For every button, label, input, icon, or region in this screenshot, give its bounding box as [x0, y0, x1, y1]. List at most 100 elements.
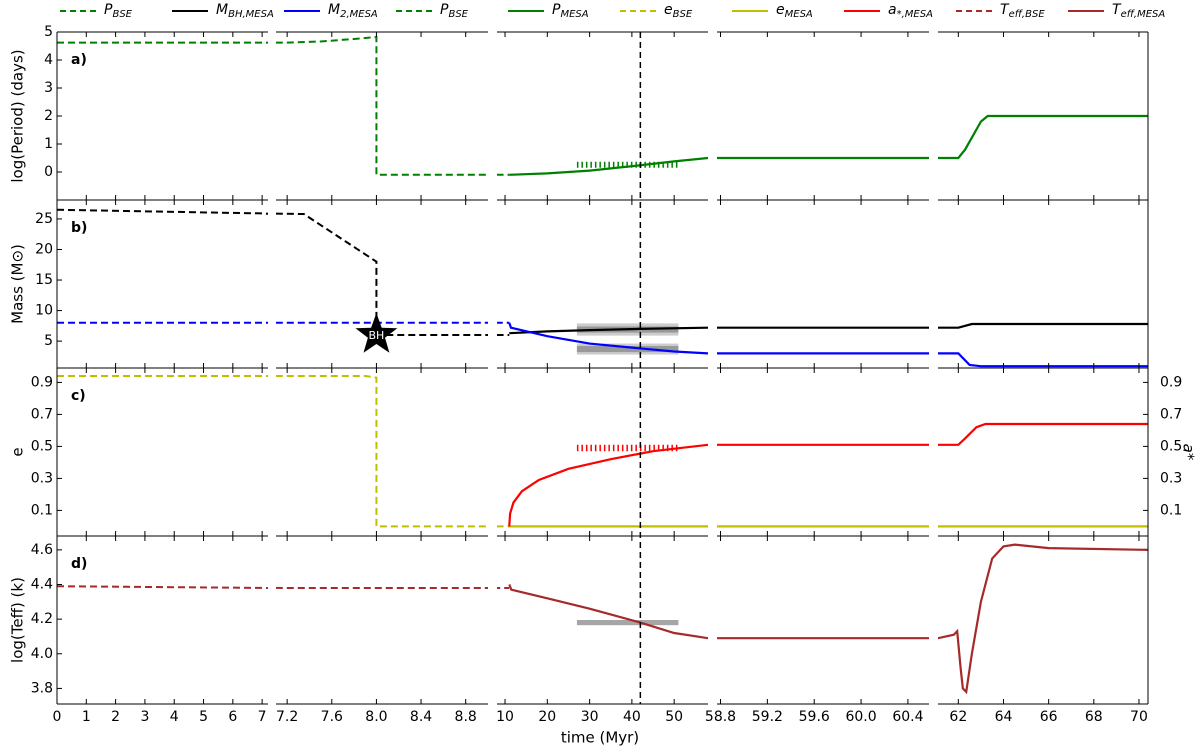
legend-name: M	[216, 2, 228, 18]
y2-tick-label: 0.5	[1160, 438, 1182, 454]
observed-band	[576, 346, 679, 353]
x-tick-label: 68	[1085, 709, 1103, 725]
x-tick-label: 0	[53, 709, 62, 725]
legend-sub: BSE	[448, 9, 468, 20]
y-tick-label: 0.3	[31, 470, 53, 486]
x-tick-label: 8.8	[455, 709, 477, 725]
y-tick-label: 4.4	[31, 576, 53, 592]
x-tick-label: 50	[665, 709, 683, 725]
y-tick-label: 20	[35, 241, 53, 257]
y-tick-label: 0	[44, 164, 53, 180]
y-tick-label: 0.9	[31, 374, 53, 390]
series-line	[509, 326, 708, 335]
y-tick-label: 0.1	[31, 502, 53, 518]
legend-sub: MESA	[560, 9, 588, 20]
panel-label: a)	[71, 52, 87, 68]
legend-sub: *,MESA	[897, 9, 933, 20]
y-tick-label: 5	[44, 333, 53, 349]
x-tick-label: 7.2	[276, 709, 298, 725]
x-tick-label: 59.6	[799, 709, 830, 725]
y-tick-label: 4.6	[31, 542, 53, 558]
legend-sub: MESA	[785, 9, 813, 20]
x-tick-label: 64	[995, 709, 1013, 725]
x-tick-label: 8.4	[410, 709, 432, 725]
legend-label: eMESA	[776, 2, 813, 20]
panel-label: d)	[71, 556, 87, 572]
series-line	[508, 584, 708, 640]
legend-name: P	[440, 2, 449, 18]
x-tick-label: 8.0	[365, 709, 387, 725]
x-tick-label: 30	[581, 709, 599, 725]
y-axis-label: Mass (M⊙)	[9, 244, 27, 324]
x-tick-label: 40	[623, 709, 641, 725]
series-line	[276, 212, 488, 337]
x-tick-label: 6	[228, 709, 237, 725]
y2-tick-label: 0.7	[1160, 406, 1182, 422]
y-tick-label: 3	[44, 80, 53, 96]
panel-label: b)	[71, 220, 87, 236]
y2-tick-label: 0.1	[1160, 502, 1182, 518]
panel-label: c)	[71, 388, 86, 404]
observed-band	[576, 620, 679, 626]
series-line	[938, 322, 1148, 329]
y-tick-label: 1	[44, 136, 53, 152]
x-axis-label: time (Myr)	[561, 729, 639, 747]
legend-sub: eff,BSE	[1009, 9, 1046, 20]
x-tick-label: 62	[949, 709, 967, 725]
y-tick-label: 2	[44, 108, 53, 124]
y2-tick-label: 0.3	[1160, 470, 1182, 486]
legend-name: T	[1000, 2, 1010, 18]
x-tick-label: 70	[1130, 709, 1148, 725]
legend-label: a*,MESA	[888, 2, 933, 20]
x-tick-label: 3	[140, 709, 149, 725]
y-axis-label: log(Teff) (k)	[9, 577, 27, 663]
y-tick-label: 3.8	[31, 680, 53, 696]
y-tick-label: 5	[44, 24, 53, 40]
x-tick-label: 60.4	[892, 709, 923, 725]
series-line	[508, 443, 708, 527]
series-line	[276, 586, 488, 589]
legend-label: eBSE	[664, 2, 693, 20]
x-tick-label: 20	[538, 709, 556, 725]
bh-marker	[355, 313, 398, 353]
y-tick-label: 4.2	[31, 611, 53, 627]
legend-sub: 2,MESA	[340, 9, 378, 20]
legend-label: PMESA	[552, 2, 589, 20]
legend-label: MBH,MESA	[216, 2, 274, 20]
x-tick-label: 58.8	[705, 709, 736, 725]
y-tick-label: 25	[35, 211, 53, 227]
legend-label: PBSE	[104, 2, 133, 20]
x-tick-label: 7.6	[321, 709, 343, 725]
series-line	[276, 375, 488, 528]
y-tick-label: 15	[35, 272, 53, 288]
legend-name: a	[888, 2, 897, 18]
legend-label: Teff,BSE	[1000, 2, 1045, 20]
x-tick-label: 4	[170, 709, 179, 725]
x-tick-label: 5	[199, 709, 208, 725]
y2-tick-label: 0.9	[1160, 374, 1182, 390]
legend-sub: BH,MESA	[228, 9, 274, 20]
x-tick-label: 7	[258, 709, 267, 725]
x-tick-label: 66	[1040, 709, 1058, 725]
legend-name: e	[664, 2, 673, 18]
series-line	[57, 208, 268, 215]
legend-name: P	[104, 2, 113, 18]
x-tick-label: 2	[111, 709, 120, 725]
series-line	[938, 114, 1148, 160]
legend-sub: BSE	[112, 9, 132, 20]
legend-label: M2,MESA	[328, 2, 378, 20]
legend-name: T	[1112, 2, 1122, 18]
x-tick-label: 60.0	[845, 709, 876, 725]
legend-name: e	[776, 2, 785, 18]
y-tick-label: 0.5	[31, 438, 53, 454]
series-line	[938, 422, 1148, 446]
legend-label: PBSE	[440, 2, 469, 20]
series-line	[57, 585, 268, 589]
y-tick-label: 4	[44, 52, 53, 68]
y-tick-label: 10	[35, 303, 53, 319]
y2-axis-label: a*	[1180, 444, 1198, 461]
series-line	[57, 41, 268, 44]
series-line	[508, 322, 708, 355]
